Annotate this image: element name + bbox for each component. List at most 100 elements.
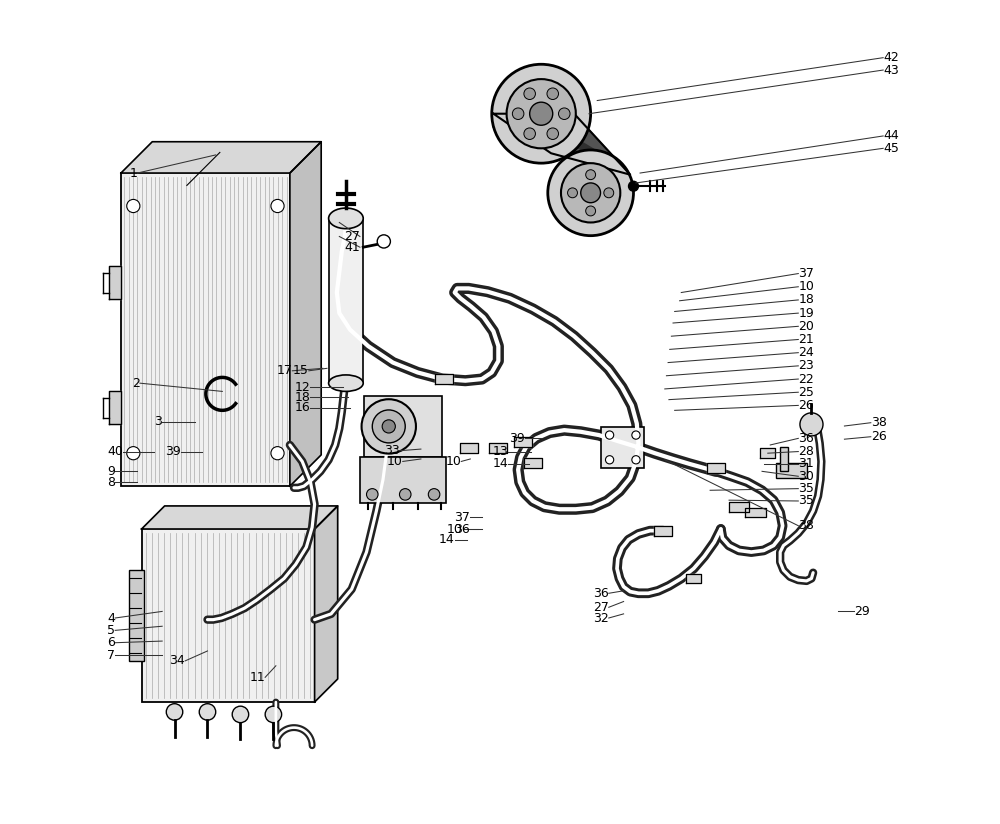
Polygon shape [435, 374, 453, 384]
Circle shape [632, 456, 640, 464]
Text: 11: 11 [249, 671, 265, 684]
Circle shape [367, 489, 378, 500]
Text: 12: 12 [295, 381, 310, 394]
Text: 26: 26 [798, 399, 814, 412]
Text: 4: 4 [107, 611, 115, 625]
Text: 36: 36 [593, 587, 609, 600]
Circle shape [362, 400, 416, 453]
Text: 18: 18 [798, 293, 814, 307]
Circle shape [428, 489, 440, 500]
Circle shape [561, 163, 620, 222]
Circle shape [547, 88, 559, 100]
Text: 3: 3 [154, 415, 162, 428]
Text: 45: 45 [883, 142, 899, 155]
Text: 19: 19 [798, 307, 814, 320]
Text: 6: 6 [107, 636, 115, 649]
Text: 16: 16 [295, 401, 310, 414]
Circle shape [559, 108, 570, 119]
Circle shape [524, 88, 535, 100]
Text: 9: 9 [107, 465, 115, 478]
Bar [364, 396, 442, 457]
Text: 27: 27 [593, 601, 609, 614]
Text: 10: 10 [445, 455, 461, 468]
Bar [601, 427, 644, 468]
Polygon shape [686, 574, 701, 583]
Text: 22: 22 [798, 372, 814, 386]
Text: 14: 14 [439, 533, 455, 546]
Circle shape [166, 704, 183, 720]
Polygon shape [109, 266, 121, 299]
Text: 38: 38 [871, 416, 887, 429]
Text: 36: 36 [454, 522, 470, 536]
Polygon shape [729, 502, 749, 512]
Bar [329, 218, 363, 383]
Circle shape [377, 235, 390, 248]
Polygon shape [290, 142, 321, 486]
Polygon shape [121, 142, 321, 173]
Circle shape [632, 431, 640, 439]
Text: 37: 37 [454, 511, 470, 524]
Text: 35: 35 [798, 494, 814, 508]
Ellipse shape [329, 208, 363, 228]
Text: 36: 36 [798, 432, 814, 445]
Polygon shape [524, 458, 542, 468]
Circle shape [232, 706, 249, 723]
Text: 17: 17 [276, 364, 292, 377]
Circle shape [548, 150, 633, 236]
Text: 40: 40 [108, 445, 123, 458]
Circle shape [586, 206, 596, 216]
Circle shape [127, 447, 140, 460]
Text: 30: 30 [798, 470, 814, 483]
Polygon shape [654, 526, 672, 536]
Text: 14: 14 [492, 457, 508, 471]
Polygon shape [493, 114, 630, 175]
Circle shape [605, 456, 614, 464]
Text: 8: 8 [107, 475, 115, 489]
Circle shape [547, 128, 559, 139]
Circle shape [265, 706, 282, 723]
Bar [129, 570, 144, 661]
Polygon shape [109, 391, 121, 424]
Text: 18: 18 [295, 391, 310, 404]
Circle shape [605, 431, 614, 439]
Bar [142, 529, 315, 702]
Text: 44: 44 [883, 129, 899, 143]
Polygon shape [489, 443, 507, 453]
Text: 33: 33 [384, 444, 399, 457]
Polygon shape [760, 448, 775, 458]
Circle shape [492, 64, 591, 163]
Text: 13: 13 [492, 445, 508, 458]
Text: 24: 24 [798, 346, 814, 359]
Text: 20: 20 [798, 320, 814, 333]
Circle shape [271, 199, 284, 213]
Text: 26: 26 [871, 430, 887, 443]
Bar [121, 173, 290, 486]
Circle shape [372, 410, 405, 443]
Text: 39: 39 [165, 445, 181, 458]
Circle shape [586, 170, 596, 180]
Polygon shape [460, 443, 478, 453]
Polygon shape [514, 437, 532, 447]
Text: 42: 42 [883, 51, 899, 64]
Text: 10: 10 [798, 280, 814, 293]
Circle shape [568, 188, 577, 198]
Polygon shape [745, 508, 766, 517]
Circle shape [271, 447, 284, 460]
Polygon shape [142, 506, 338, 529]
Circle shape [382, 420, 395, 433]
Polygon shape [707, 463, 725, 473]
Text: 5: 5 [107, 624, 115, 637]
Bar [360, 457, 446, 503]
Circle shape [800, 413, 823, 436]
Circle shape [399, 489, 411, 500]
Circle shape [507, 79, 576, 148]
Bar [776, 463, 807, 478]
Circle shape [199, 704, 216, 720]
Circle shape [530, 102, 553, 125]
Circle shape [512, 108, 524, 119]
Text: 38: 38 [798, 519, 814, 532]
Text: 1: 1 [130, 166, 137, 180]
Text: 35: 35 [798, 482, 814, 495]
Text: 41: 41 [344, 241, 360, 254]
Text: 25: 25 [798, 386, 814, 399]
